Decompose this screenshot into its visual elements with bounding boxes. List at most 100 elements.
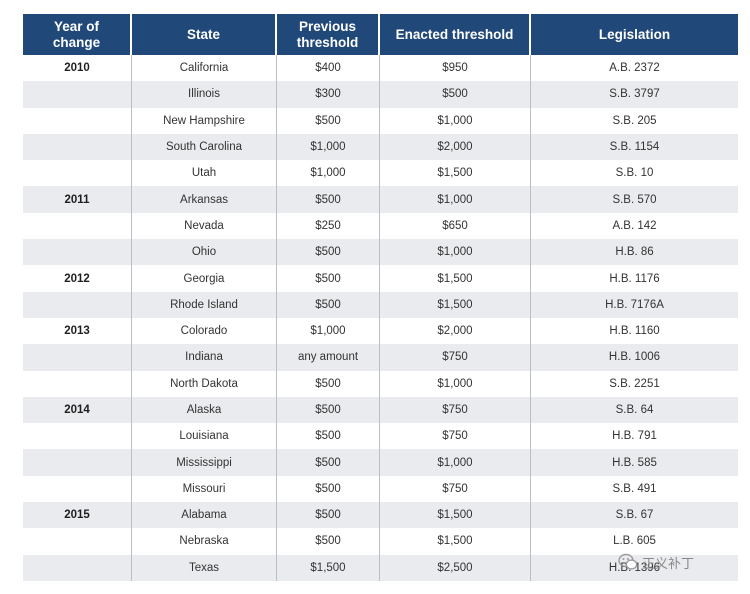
cell-legislation: H.B. 791 — [612, 430, 657, 443]
cell-year: 2012 — [23, 265, 132, 292]
table-row: Rhode Island $500 $1,500 H.B. 7176A — [23, 291, 738, 318]
cell-enacted-threshold: $1,000 — [380, 186, 531, 213]
cell-year: 2015 — [23, 502, 132, 529]
cell-enacted-threshold: $2,500 — [380, 554, 531, 581]
cell-enacted-threshold: $950 — [380, 55, 531, 82]
cell-legislation: S.B. 3797 — [609, 88, 660, 101]
cell-year: 2014 — [23, 396, 132, 424]
cell-state: Louisiana — [132, 423, 277, 450]
cell-previous-threshold: $400 — [277, 55, 380, 82]
table-row: Nebraska $500 $1,500 L.B. 605 — [23, 528, 738, 555]
cell-state: Alaska — [132, 396, 277, 424]
cell-state: New Hampshire — [132, 107, 277, 134]
cell-previous-threshold: $1,000 — [277, 160, 380, 187]
cell-previous-threshold: $300 — [277, 81, 380, 108]
cell-previous-threshold: $1,000 — [277, 317, 380, 345]
cell-legislation: S.B. 64 — [615, 404, 654, 416]
cell-state: Indiana — [132, 344, 277, 371]
cell-enacted-threshold: $1,000 — [380, 370, 531, 397]
cell-enacted-threshold: $750 — [380, 344, 531, 371]
cell-previous-threshold: $1,000 — [277, 133, 380, 161]
cell-year — [23, 239, 132, 266]
cell-state: Alabama — [132, 502, 277, 529]
cell-enacted-threshold: $2,000 — [380, 133, 531, 161]
cell-enacted-threshold: $1,500 — [380, 265, 531, 292]
cell-enacted-threshold: $750 — [380, 423, 531, 450]
table-row: 2015 Alabama $500 $1,500 S.B. 67 — [23, 502, 738, 529]
table-row: 2014 Alaska $500 $750 S.B. 64 — [23, 396, 738, 424]
cell-state: Ohio — [132, 239, 277, 266]
cell-legislation: S.B. 1154 — [609, 141, 660, 154]
cell-legislation: S.B. 491 — [612, 482, 657, 495]
cell-state: Illinois — [132, 81, 277, 108]
cell-state: Georgia — [132, 265, 277, 292]
cell-legislation: S.B. 67 — [615, 509, 654, 522]
wechat-icon — [618, 553, 638, 570]
cell-year — [23, 160, 132, 187]
watermark-text: 正义补丁 — [642, 555, 695, 571]
table-row: 2010 California $400 $950 A.B. 2372 — [23, 55, 738, 82]
header-enacted-threshold: Enacted threshold — [380, 14, 531, 55]
cell-year — [23, 133, 132, 161]
cell-enacted-threshold: $500 — [380, 81, 531, 108]
cell-year — [23, 291, 132, 318]
cell-state: Nebraska — [132, 528, 277, 555]
cell-previous-threshold: $500 — [277, 370, 380, 397]
cell-enacted-threshold: $2,000 — [380, 317, 531, 345]
cell-year — [23, 554, 132, 581]
cell-enacted-threshold: $1,000 — [380, 107, 531, 134]
cell-enacted-threshold: $1,000 — [380, 449, 531, 476]
cell-state: Mississippi — [132, 449, 277, 476]
cell-previous-threshold: $500 — [277, 423, 380, 450]
cell-legislation: S.B. 570 — [612, 193, 657, 206]
cell-legislation: H.B. 86 — [615, 246, 654, 259]
cell-state: Colorado — [132, 317, 277, 345]
cell-legislation: H.B. 1176 — [609, 272, 660, 285]
cell-enacted-threshold: $750 — [380, 475, 531, 503]
cell-previous-threshold: $500 — [277, 396, 380, 424]
cell-legislation: H.B. 585 — [612, 456, 657, 469]
table-row: New Hampshire $500 $1,000 S.B. 205 — [23, 107, 738, 134]
table-row: Ohio $500 $1,000 H.B. 86 — [23, 239, 738, 266]
cell-year: 2013 — [23, 317, 132, 345]
cell-year — [23, 107, 132, 134]
cell-year — [23, 370, 132, 397]
cell-previous-threshold: $500 — [277, 186, 380, 213]
cell-year — [23, 212, 132, 240]
header-state: State — [132, 14, 277, 55]
table-row: 2011 Arkansas $500 $1,000 S.B. 570 — [23, 186, 738, 213]
cell-legislation: H.B. 7176A — [605, 298, 664, 311]
cell-year — [23, 475, 132, 503]
cell-state: Texas — [132, 554, 277, 581]
cell-previous-threshold: $500 — [277, 291, 380, 318]
table-row: Utah $1,000 $1,500 S.B. 10 — [23, 160, 738, 187]
cell-legislation: S.B. 2251 — [609, 377, 660, 390]
cell-previous-threshold: $500 — [277, 449, 380, 476]
cell-state: Rhode Island — [132, 291, 277, 318]
cell-state: Nevada — [132, 212, 277, 240]
header-previous-threshold: Previous threshold — [277, 14, 380, 55]
cell-previous-threshold: $500 — [277, 265, 380, 292]
cell-previous-threshold: $500 — [277, 239, 380, 266]
table-row: North Dakota $500 $1,000 S.B. 2251 — [23, 370, 738, 397]
cell-previous-threshold: $500 — [277, 528, 380, 555]
watermark: 正义补丁 — [618, 552, 694, 572]
cell-enacted-threshold: $1,500 — [380, 160, 531, 187]
table-row: 2013 Colorado $1,000 $2,000 H.B. 1160 — [23, 317, 738, 345]
cell-previous-threshold: $500 — [277, 475, 380, 503]
cell-year — [23, 449, 132, 476]
cell-legislation: H.B. 1006 — [608, 351, 661, 364]
cell-year — [23, 344, 132, 371]
cell-legislation: H.B. 1160 — [609, 325, 660, 338]
cell-enacted-threshold: $1,000 — [380, 239, 531, 266]
cell-year: 2010 — [23, 55, 132, 82]
table-row: Louisiana $500 $750 H.B. 791 — [23, 423, 738, 450]
table-row: Indiana any amount $750 H.B. 1006 — [23, 344, 738, 371]
cell-previous-threshold: $250 — [277, 212, 380, 240]
table-header: Year of change State Previous threshold … — [23, 14, 738, 55]
cell-state: Utah — [132, 160, 277, 187]
cell-year — [23, 423, 132, 450]
cell-legislation: A.B. 142 — [612, 219, 657, 232]
table-row: 2012 Georgia $500 $1,500 H.B. 1176 — [23, 265, 738, 292]
cell-legislation: A.B. 2372 — [609, 62, 660, 75]
